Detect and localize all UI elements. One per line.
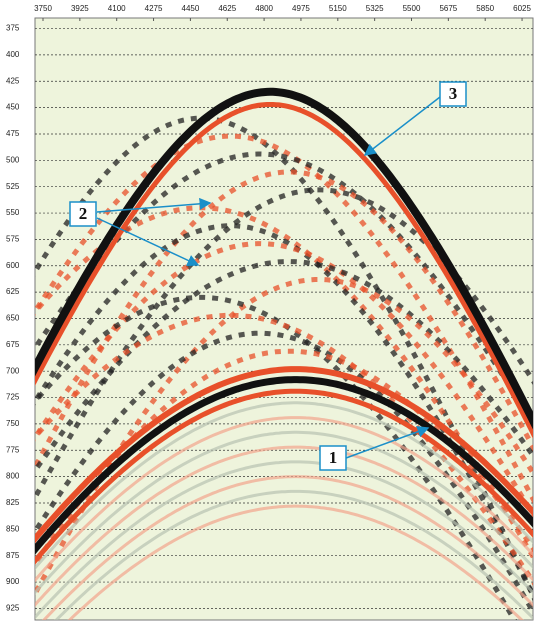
y-tick-label: 650 [6,314,20,323]
x-tick-label: 3925 [71,4,89,13]
x-tick-label: 5500 [403,4,421,13]
y-tick-label: 375 [6,24,20,33]
wavefield [35,87,533,620]
x-tick-label: 3750 [34,4,52,13]
reflection-red [35,388,533,565]
diffraction [35,115,533,602]
tail [41,475,533,620]
y-tick-label: 825 [6,498,20,507]
diffraction [35,258,533,476]
arrow [363,96,441,156]
tail [35,445,533,608]
tail [35,460,533,620]
x-tick-label: 4800 [255,4,273,13]
y-tick-label: 475 [6,129,20,138]
reflection [35,376,533,555]
y-tick-label: 800 [6,472,20,481]
y-tick-label: 850 [6,524,20,533]
diffraction [35,241,533,520]
arrow [96,197,212,213]
y-tick-label: 725 [6,393,20,402]
y-tick-label: 550 [6,208,20,217]
diffraction [35,223,533,601]
x-tick-label: 5150 [329,4,347,13]
reflection [35,87,533,430]
y-tick-label: 775 [6,445,20,454]
arrow [345,425,430,459]
diffraction [35,187,533,503]
y-tick-label: 450 [6,103,20,112]
tail [35,401,533,571]
y-tick-label: 925 [6,604,20,613]
x-tick-label: 5325 [366,4,384,13]
label-box [319,445,347,471]
y-tick-label: 900 [6,577,20,586]
diffraction [35,312,533,587]
diffraction [35,330,533,617]
y-tick-label: 400 [6,50,20,59]
y-tick-label: 625 [6,287,20,296]
y-tick-label: 600 [6,261,20,270]
reflection-red [35,366,533,544]
annotation: 1 [329,448,338,467]
diffraction [35,169,533,473]
label-box [69,201,97,227]
arrow [96,217,200,267]
y-tick-label: 575 [6,235,20,244]
label-box [439,81,467,107]
reflection-red [35,102,533,439]
x-tick-label: 5675 [439,4,457,13]
y-tick-label: 675 [6,340,20,349]
x-tick-label: 4100 [108,4,126,13]
tail [67,504,524,620]
tail [35,430,533,595]
x-tick-label: 5850 [476,4,494,13]
x-tick-label: 4625 [218,4,236,13]
x-tick-label: 4450 [182,4,200,13]
diffraction [35,151,533,429]
y-tick-label: 875 [6,551,20,560]
annotation: 2 [79,204,88,223]
y-tick-label: 700 [6,366,20,375]
annotations: 3 2 1 [69,81,467,471]
y-tick-label: 500 [6,155,20,164]
diffraction [35,133,533,505]
x-tick-label: 4275 [145,4,163,13]
annotation: 3 [449,84,458,103]
x-tick-label: 4975 [292,4,310,13]
y-tick-label: 525 [6,182,20,191]
y-tick-label: 750 [6,419,20,428]
x-tick-label: 6025 [513,4,531,13]
tail [54,489,533,620]
y-tick-label: 425 [6,76,20,85]
tail [35,416,533,583]
